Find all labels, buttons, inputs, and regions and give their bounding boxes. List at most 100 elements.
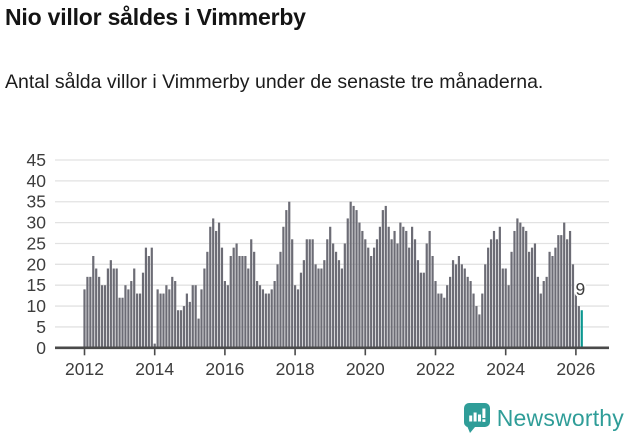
bar <box>229 255 232 348</box>
bar <box>525 230 528 348</box>
bar <box>542 281 545 348</box>
bar <box>241 255 244 348</box>
bar <box>282 226 285 348</box>
bar <box>329 226 332 348</box>
bar <box>361 230 364 348</box>
bar <box>399 222 402 348</box>
bar <box>217 222 221 348</box>
bar <box>206 251 209 348</box>
bar <box>98 276 101 348</box>
bar <box>358 222 361 348</box>
bar <box>191 285 194 348</box>
bar <box>577 306 580 348</box>
bar <box>507 285 510 348</box>
bar <box>574 293 577 348</box>
bar <box>86 276 89 348</box>
bar <box>495 239 499 348</box>
bar <box>428 230 431 348</box>
bar <box>352 205 355 348</box>
bar <box>478 314 481 348</box>
bar <box>539 293 542 348</box>
bar <box>255 281 259 348</box>
bar <box>197 318 200 348</box>
bar <box>381 210 384 348</box>
bar <box>314 264 317 348</box>
bar <box>387 226 390 348</box>
y-axis-tick-label: 40 <box>27 171 47 191</box>
bar <box>226 285 229 348</box>
bar <box>554 247 557 348</box>
bar <box>563 222 566 348</box>
bar <box>182 306 186 348</box>
bar <box>215 230 218 348</box>
bar <box>548 251 551 348</box>
bar <box>294 285 297 348</box>
newsworthy-chart-bubble-icon <box>463 403 490 433</box>
bar <box>425 243 428 348</box>
bar <box>489 239 493 348</box>
bar <box>133 268 136 348</box>
bar <box>317 268 320 348</box>
bar <box>510 251 513 348</box>
y-axis-tick-label: 20 <box>27 254 47 274</box>
bar <box>516 218 519 348</box>
bar <box>501 268 504 348</box>
bar <box>147 255 150 348</box>
bar <box>475 306 478 348</box>
bar <box>449 276 452 348</box>
bar <box>291 239 294 348</box>
bar <box>124 285 127 348</box>
bar <box>308 239 311 348</box>
bar <box>551 255 554 348</box>
bar <box>264 293 267 348</box>
bar <box>253 251 256 348</box>
y-axis-tick-label: 35 <box>27 192 46 212</box>
y-axis-tick-label: 15 <box>27 275 46 295</box>
bar <box>288 201 291 348</box>
bar <box>159 293 162 348</box>
bar <box>332 243 335 348</box>
bar <box>492 230 496 348</box>
bar <box>443 297 446 348</box>
newsworthy-brand-text: Newsworthy <box>496 404 624 431</box>
bar <box>258 285 262 348</box>
bar <box>138 293 142 348</box>
x-axis-tick-label: 2018 <box>276 359 315 379</box>
bar <box>171 276 174 348</box>
bar <box>557 235 560 348</box>
bar <box>434 281 437 348</box>
bar <box>194 285 197 348</box>
bar <box>220 247 224 348</box>
bar <box>89 276 92 348</box>
bar <box>454 264 458 348</box>
bar <box>413 239 417 348</box>
bar <box>203 268 206 348</box>
bar <box>498 226 501 348</box>
bar <box>95 268 98 348</box>
bar <box>279 251 282 348</box>
newsworthy-logo[interactable]: Newsworthy <box>463 403 624 433</box>
y-axis-tick-label: 25 <box>27 233 46 253</box>
bar <box>343 243 346 348</box>
bar <box>422 272 425 348</box>
bar <box>440 293 443 348</box>
bar <box>250 239 253 348</box>
bar <box>103 285 107 348</box>
bar <box>513 230 516 348</box>
bar <box>367 247 370 348</box>
chart-title: Nio villor såldes i Vimmerby <box>5 4 306 30</box>
bar <box>299 272 303 348</box>
bar <box>273 281 276 348</box>
bar <box>472 293 475 348</box>
y-axis-tick-label: 0 <box>36 338 46 358</box>
bar <box>141 272 145 348</box>
bar <box>334 251 338 348</box>
bar <box>168 289 171 348</box>
bar <box>177 310 180 348</box>
bar <box>106 268 109 348</box>
bar <box>568 230 572 348</box>
bar <box>232 247 235 348</box>
bar <box>212 218 215 348</box>
